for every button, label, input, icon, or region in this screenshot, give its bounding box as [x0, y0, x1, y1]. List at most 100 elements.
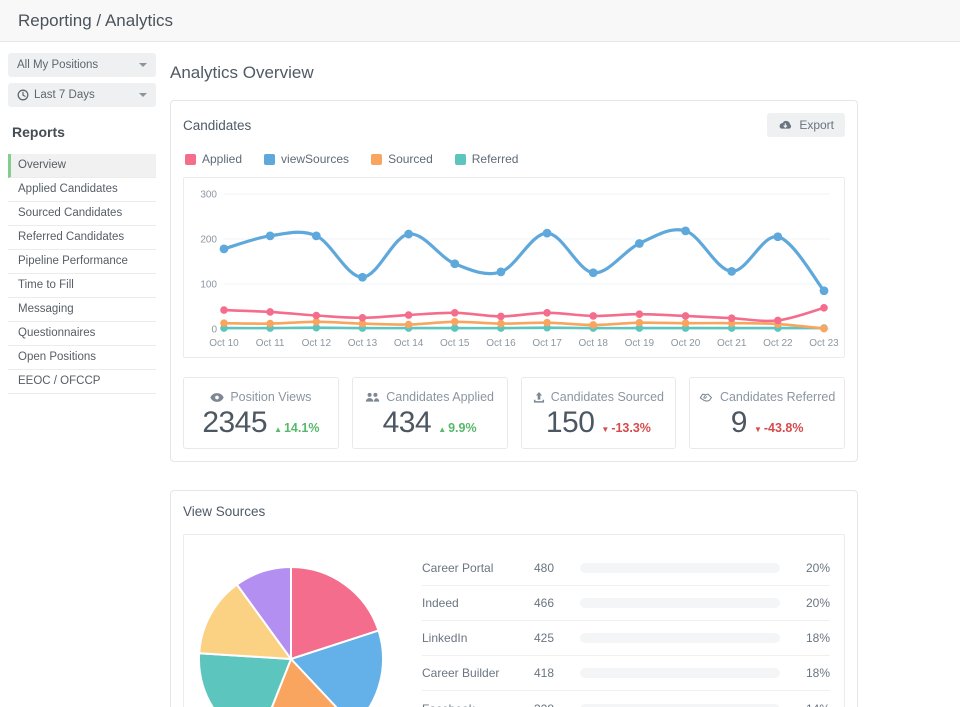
source-label: Indeed [422, 596, 459, 610]
source-row-indeed: Indeed 466 20% [422, 586, 830, 621]
pie-slice[interactable] [290, 629, 384, 707]
sidebar-item-time-to-fill[interactable]: Time to Fill [8, 274, 156, 298]
export-button[interactable]: Export [767, 113, 845, 137]
source-value: 466 [534, 596, 555, 610]
stat-label: Position Views [230, 390, 312, 404]
svg-text:0: 0 [211, 325, 217, 336]
source-row-linkedin: LinkedIn 425 18% [422, 621, 830, 656]
svg-text:Oct 23: Oct 23 [809, 338, 838, 349]
source-percent: 20% [805, 596, 830, 610]
candidates-line-chart[interactable]: 0 100 200 300 Oct 10 Oct 11 Oct 12 Oct 13 Oct 14… [183, 177, 845, 358]
sidebar-item-questionnaires[interactable]: Questionnaires [8, 322, 156, 346]
users-icon [366, 392, 380, 402]
reports-heading: Reports [12, 124, 65, 140]
candidates-card-title: Candidates [183, 117, 252, 133]
legend-swatch [371, 153, 383, 165]
export-button-label: Export [799, 118, 834, 132]
legend-label: viewSources [281, 152, 350, 166]
stat-value: 434 [382, 406, 432, 439]
pie-slice[interactable] [198, 583, 292, 660]
stats-row: Position Views 2345 ▲ 14.1% [183, 377, 845, 449]
date-range-label: Last 7 Days [34, 89, 95, 101]
positions-filter-dropdown[interactable]: All My Positions [8, 53, 156, 77]
page-title: Reporting / Analytics [18, 10, 173, 30]
pie-slice[interactable] [198, 652, 292, 707]
svg-text:Oct 14: Oct 14 [394, 338, 424, 349]
source-label: Career Builder [422, 666, 500, 680]
legend-swatch [454, 153, 466, 165]
handshake-icon [699, 393, 712, 402]
source-label: Facebook [422, 702, 534, 707]
stat-position-views: Position Views 2345 ▲ 14.1% [183, 377, 339, 449]
source-percent: 20% [805, 561, 830, 575]
legend-swatch [264, 153, 276, 165]
legend-item-sourced[interactable]: Sourced [371, 152, 433, 166]
svg-text:300: 300 [200, 190, 217, 201]
legend-label: Referred [471, 152, 519, 166]
sidebar-item-overview[interactable]: Overview [8, 154, 156, 178]
sidebar-item-eeoc-ofccp[interactable]: EEOC / OFCCP [8, 370, 156, 394]
date-range-dropdown[interactable]: Last 7 Days [8, 83, 156, 107]
svg-text:Oct 12: Oct 12 [302, 338, 332, 349]
svg-text:Oct 20: Oct 20 [671, 338, 701, 349]
stat-arrow: ▼ [601, 425, 610, 434]
svg-text:200: 200 [200, 235, 217, 246]
cloud-download-icon [779, 120, 792, 129]
svg-text:Oct 16: Oct 16 [486, 338, 516, 349]
svg-text:Oct 19: Oct 19 [625, 338, 655, 349]
legend-item-viewsources[interactable]: viewSources [264, 152, 349, 166]
svg-text:Oct 10: Oct 10 [209, 338, 239, 349]
sidebar: All My Positions Last 7 Days Reports Ove… [0, 42, 162, 707]
stat-change: ▲ 9.9% [438, 421, 477, 435]
clock-icon [17, 89, 29, 101]
svg-text:100: 100 [200, 280, 217, 291]
analytics-overview-title: Analytics Overview [170, 63, 314, 82]
stat-value: 9 [730, 406, 748, 439]
pie-slice[interactable] [290, 566, 380, 660]
sidebar-item-sourced-candidates[interactable]: Sourced Candidates [8, 202, 156, 226]
sidebar-item-applied-candidates[interactable]: Applied Candidates [8, 178, 156, 202]
stat-label: Candidates Applied [386, 390, 494, 404]
view-sources-list: Career Portal 480 20% Indeed 466 20% Lin… [414, 551, 836, 707]
stat-candidates-referred: Candidates Referred 9 ▼ -43.8% [689, 377, 845, 449]
svg-text:Oct 17: Oct 17 [532, 338, 562, 349]
chevron-down-icon [139, 63, 147, 67]
eye-icon [210, 392, 224, 402]
legend-item-applied[interactable]: Applied [185, 152, 242, 166]
legend-item-referred[interactable]: Referred [454, 152, 519, 166]
stat-label: Candidates Sourced [550, 390, 665, 404]
source-value: 328 [534, 702, 580, 707]
reports-nav: Overview Applied Candidates Sourced Cand… [8, 154, 156, 394]
sidebar-item-open-positions[interactable]: Open Positions [8, 346, 156, 370]
source-percent: 18% [805, 631, 830, 645]
view-sources-pie-chart[interactable] [192, 549, 414, 707]
stat-arrow: ▲ [274, 425, 282, 434]
chevron-down-icon [139, 93, 147, 97]
view-sources-box: Career Portal 480 20% Indeed 466 20% Lin… [183, 534, 845, 707]
source-value: 425 [534, 631, 555, 645]
source-bar [580, 598, 780, 608]
sidebar-item-messaging[interactable]: Messaging [8, 298, 156, 322]
source-bar [580, 668, 780, 678]
svg-text:Oct 15: Oct 15 [440, 338, 470, 349]
svg-text:Oct 22: Oct 22 [763, 338, 793, 349]
svg-text:Oct 21: Oct 21 [717, 338, 747, 349]
top-header-bar: Reporting / Analytics [0, 0, 960, 42]
source-value: 418 [534, 666, 555, 680]
source-percent: 18% [805, 666, 830, 680]
candidates-card: Candidates Export Applied viewSources [170, 100, 858, 462]
stat-change: ▲ 14.1% [274, 421, 320, 435]
sidebar-item-referred-candidates[interactable]: Referred Candidates [8, 226, 156, 250]
positions-filter-label: All My Positions [17, 59, 99, 71]
svg-text:Oct 13: Oct 13 [348, 338, 378, 349]
sidebar-item-pipeline-performance[interactable]: Pipeline Performance [8, 250, 156, 274]
stat-arrow: ▼ [753, 425, 762, 434]
legend-swatch [185, 153, 196, 165]
source-label: Career Portal [422, 561, 494, 575]
svg-text:Oct 18: Oct 18 [578, 338, 608, 349]
source-percent: 14% [800, 702, 830, 707]
main-content: Analytics Overview Candidates Export App… [162, 42, 960, 707]
stat-value: 150 [545, 406, 595, 439]
pie-slice[interactable] [235, 566, 292, 660]
pie-slice[interactable] [257, 658, 354, 707]
